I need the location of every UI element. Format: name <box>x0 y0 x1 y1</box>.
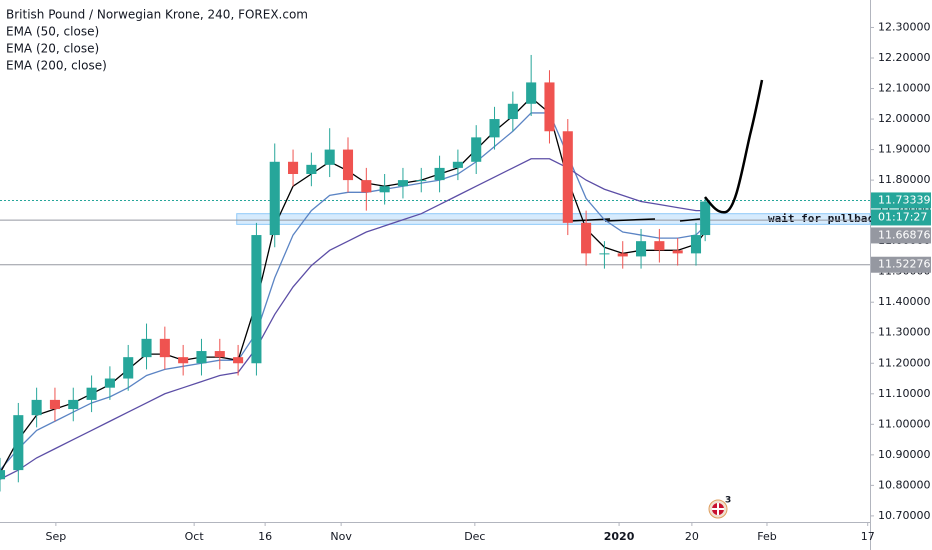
candle-body <box>0 470 6 480</box>
ema-line <box>0 112 706 471</box>
neckline-mark <box>679 218 701 222</box>
candle-body <box>49 399 60 410</box>
candle-body <box>31 399 42 416</box>
y-tick-label: 11.00000 <box>878 417 931 430</box>
y-tick-label: 11.80000 <box>878 173 931 186</box>
candle-body <box>159 338 170 358</box>
candle-body <box>599 253 610 255</box>
price-tag-box <box>871 256 931 273</box>
candle-body <box>141 338 152 358</box>
projection-drawing <box>704 79 764 214</box>
candle-body <box>526 82 537 104</box>
candle-body <box>672 250 683 254</box>
legend-entry: EMA (50, close) <box>6 25 99 39</box>
candle-body <box>342 149 354 181</box>
candle-body <box>104 378 115 388</box>
candle-body <box>269 161 280 236</box>
support-zone <box>236 213 871 225</box>
candle-body <box>636 241 647 257</box>
candle-body <box>434 167 445 181</box>
candle-body <box>690 235 702 254</box>
candle-body <box>507 103 518 120</box>
candle-body <box>489 119 500 138</box>
candle-body <box>233 357 244 364</box>
y-tick-label: 10.70000 <box>878 509 931 522</box>
last-price-tag-box <box>871 192 931 209</box>
candle-body <box>379 186 390 193</box>
neckline-mark <box>604 218 656 222</box>
candle-body <box>562 131 573 223</box>
y-tick-label: 12.00000 <box>878 112 931 125</box>
legend-entry: EMA (20, close) <box>6 42 99 56</box>
candle-body <box>288 161 299 174</box>
badge-count: 3 <box>725 496 731 506</box>
candle-body <box>123 357 134 379</box>
price-tag: 11.52276 <box>878 258 931 271</box>
legend: British Pound / Norwegian Krone, 240, FO… <box>6 8 308 73</box>
y-tick-label: 11.90000 <box>878 143 931 156</box>
candle-body <box>397 180 408 187</box>
y-tick-label: 12.10000 <box>878 82 931 95</box>
y-tick-label: 12.30000 <box>878 20 931 33</box>
candle-body <box>654 241 665 251</box>
ema-line <box>0 158 706 480</box>
candle-body <box>581 222 592 254</box>
flag-icon <box>708 499 728 519</box>
candle-body <box>324 149 335 165</box>
candle-body <box>416 180 427 182</box>
candle-body <box>544 82 555 132</box>
x-tick-label: 20 <box>685 530 699 543</box>
x-tick-label: 16 <box>258 530 272 543</box>
y-tick-label: 10.80000 <box>878 478 931 491</box>
x-tick-label: Sep <box>45 530 66 543</box>
y-tick-label: 10.90000 <box>878 448 931 461</box>
candle-body <box>178 357 189 364</box>
candle-body <box>196 351 207 364</box>
countdown-tag-box <box>871 209 931 226</box>
candle-body <box>700 201 711 236</box>
candle-body <box>471 137 482 162</box>
y-tick-label: 12.20000 <box>878 51 931 64</box>
icon-cross <box>712 503 724 515</box>
y-tick-label: 11.20000 <box>878 356 931 369</box>
y-tick-label: 11.30000 <box>878 326 931 339</box>
candle-body <box>306 164 317 174</box>
x-tick-label: Oct <box>185 530 205 543</box>
candle-body <box>214 351 225 358</box>
x-tick-label: Feb <box>757 530 776 543</box>
chart-title: British Pound / Norwegian Krone, 240, FO… <box>6 8 308 22</box>
annotation: wait for pullback <box>768 212 881 225</box>
candle-body <box>251 235 262 364</box>
x-tick-label: 17 <box>861 530 875 543</box>
price-tag: 11.66876 <box>878 228 931 241</box>
candle-body <box>86 387 97 400</box>
last-price-tag: 11.73339 <box>878 193 931 206</box>
countdown-tag: 01:17:27 <box>878 210 927 223</box>
candle-body <box>452 161 463 168</box>
x-tick-label: Nov <box>330 530 352 543</box>
candle-body <box>361 180 372 193</box>
price-tag-box <box>871 227 931 244</box>
legend-entry: EMA (200, close) <box>6 59 107 73</box>
y-tick-label: 11.40000 <box>878 295 931 308</box>
candle-body <box>617 253 628 257</box>
candle-body <box>13 415 24 471</box>
y-tick-label: 11.10000 <box>878 387 931 400</box>
x-tick-label: Dec <box>464 530 485 543</box>
candle-body <box>68 399 79 410</box>
ema-line <box>0 96 706 474</box>
x-tick-label: 2020 <box>604 530 635 543</box>
